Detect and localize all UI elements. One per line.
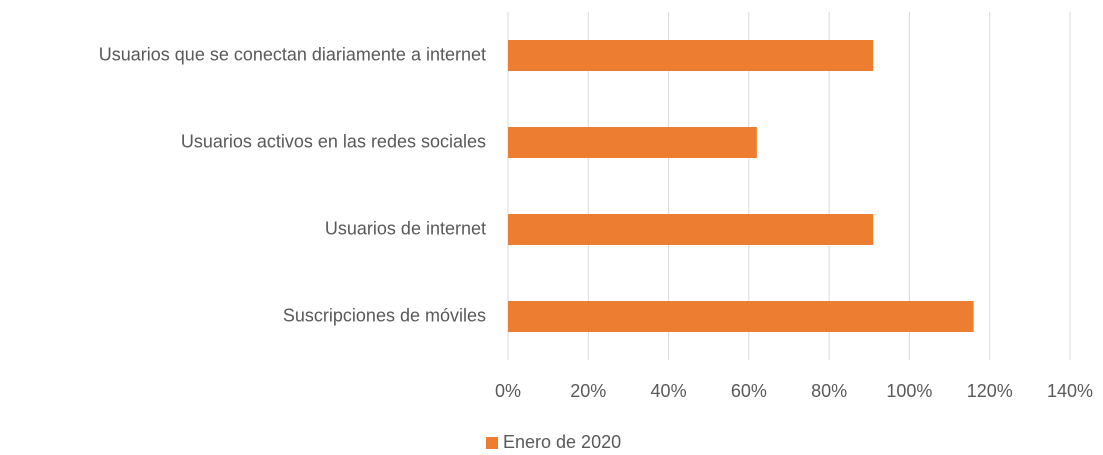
x-tick-label: 120% — [967, 381, 1013, 401]
y-tick-label: Usuarios de internet — [325, 218, 486, 238]
x-tick-label: 60% — [731, 381, 767, 401]
x-tick-label: 0% — [495, 381, 521, 401]
x-tick-label: 20% — [570, 381, 606, 401]
y-tick-label: Usuarios que se conectan diariamente a i… — [99, 44, 486, 64]
y-tick-label: Suscripciones de móviles — [283, 305, 486, 325]
legend-swatch — [486, 437, 498, 449]
x-tick-label: 140% — [1047, 381, 1093, 401]
x-tick-label: 100% — [886, 381, 932, 401]
bar — [508, 127, 757, 158]
legend-label: Enero de 2020 — [503, 432, 621, 452]
x-tick-label: 40% — [651, 381, 687, 401]
bar — [508, 40, 874, 71]
bar — [508, 214, 874, 245]
bar — [508, 301, 974, 332]
x-tick-label: 80% — [811, 381, 847, 401]
y-tick-label: Usuarios activos en las redes sociales — [181, 131, 486, 151]
